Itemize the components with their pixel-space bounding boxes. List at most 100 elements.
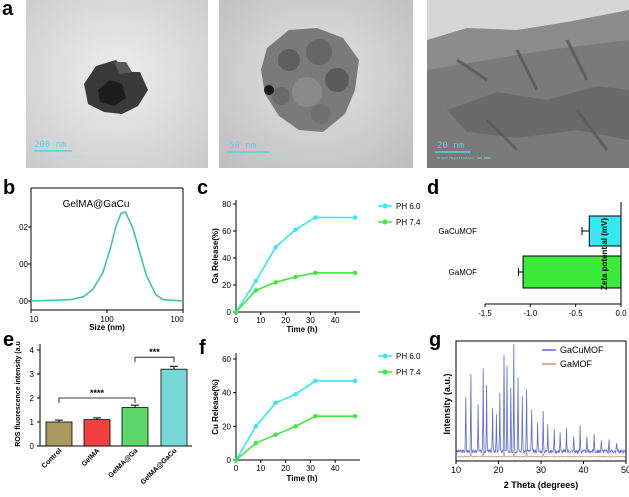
legend-marker [382,219,388,225]
y-tick-label: 0 [30,442,35,451]
chart-f-ticks: 0 10 20 30 40 0 20 40 60 [222,355,340,473]
data-point [352,378,358,384]
chart-d-ylabel: Zeta potential (mV) [600,218,609,290]
scale-bar-label: 20 nm [437,141,464,151]
series-line-ph-7-4 [235,272,355,313]
scale-bar-label: 50 nm [229,141,256,151]
x-tick-label: -1.0 [523,309,537,318]
chart-g-frame [455,340,627,462]
significance-bracket [58,397,136,403]
chart-f-plot [233,378,358,463]
chart-f-ylabel: Cu Release(%) [211,379,220,435]
chart-d-zeta-potential: GaCuMOF GaMOF -1.5 -1.0 -0.5 0.0 Zeta potenti… [435,196,629,326]
panel-label-e: e [3,329,15,351]
chart-f-xlabel: Time (h) [287,474,318,483]
y-tick-label: 40 [222,254,231,263]
data-point [293,424,298,429]
chart-c-xlabel: Time (h) [287,325,318,334]
chart-g-plot: 10 20 30 40 50 [451,344,629,475]
data-point [313,378,318,384]
series-line-ph-6-0 [235,380,355,461]
y-tick-label: 60 [222,227,231,236]
x-tick-label: 30 [306,316,315,325]
tem-caption: Direct Magnification: 500,000x [437,156,491,160]
y-tick-label: 20 [222,422,231,431]
chart-c-plot [233,215,358,315]
scale-bar-label: 200 nm [34,140,67,150]
panel-label-a: a [2,0,14,20]
chart-b-size-distribution: 10 100 100 00 00 02 GelMA@GaCu Size (nm) [0,180,195,332]
data-point [313,215,318,220]
series-line-ph-7-4 [235,415,355,461]
x-category-label: GelMA@GaCu [140,447,179,486]
panel-label-d: d [427,177,440,199]
legend-label: GaMOF [560,359,593,369]
x-tick-label: 10 [256,464,265,473]
tem-image-3: 20 nm Direct Magnification: 500,000x [427,0,629,168]
legend-label: PH 7.4 [396,218,421,227]
data-point [352,270,358,276]
y-tick-label: 1 [30,418,35,427]
legend-label: PH 6.0 [396,202,421,211]
bar-gelma [83,419,111,447]
significance-label: **** [90,388,105,398]
tem-caption: Direct Magnification: 200,000x [229,156,283,160]
series-line-ph-6-0 [235,216,355,313]
y-tick-label: 0 [227,308,232,317]
data-point [293,274,298,280]
x-category-label: Control [41,447,64,470]
chart-g-xrd: 10 20 30 40 50 GaCuMOF GaMOF Intensity (a.u.… [440,338,629,497]
y-tick-label: 20 [222,281,231,290]
data-point [253,424,259,429]
legend-marker [382,369,388,375]
significance-label: *** [149,347,160,357]
bar-gamof [522,255,622,289]
x-category-label: GelMA@Ga [107,447,139,479]
legend-marker [382,353,388,359]
y-tick-label: 0 [227,456,232,465]
panel-label-c: c [197,177,209,199]
x-tick-label: 40 [331,316,340,325]
tem-caption: Direct Magnification: 40,000x [34,155,87,159]
x-tick-label: 40 [331,464,340,473]
y-tick-label: 2 [30,394,35,403]
x-tick-label: 20 [281,316,290,325]
bar-gelma-gacu [160,368,188,447]
x-tick-label: 20 [281,464,290,473]
data-point [313,414,318,419]
chart-g-ylabel: Intensity (a.u.) [442,373,452,434]
y-category-label: GaCuMOF [438,227,477,236]
legend-label: PH 6.0 [396,352,421,361]
tem-image-1: 200 nm Direct Magnification: 40,000x [26,0,208,168]
chart-g-xlabel: 2 Theta (degrees) [504,480,579,490]
chart-f-legend: PH 6.0 PH 7.4 [378,350,438,380]
data-point [273,245,278,250]
x-tick-label: 10 [256,316,265,325]
bar-gelma-ga [121,407,149,447]
data-point [313,270,318,276]
y-tick-label: 3 [30,370,35,379]
y-tick: 02 [19,223,28,232]
bar-control [45,421,73,447]
x-tick-label: 10 [451,465,461,475]
data-point [233,457,239,463]
y-category-label: GaMOF [449,268,478,277]
panel-label-g: g [429,329,442,351]
legend-marker [382,203,388,209]
significance-bracket [134,356,175,363]
chart-e-ros: 0 1 2 3 4 Control GelMA GelMA@Ga GelMA@GaCu **** *… [14,338,199,497]
y-tick: 00 [19,260,28,269]
legend-label: PH 7.4 [396,368,421,377]
x-tick-label: 20 [493,465,503,475]
x-tick: 100 [170,315,184,324]
chart-f-cu-release: 0 10 20 30 40 0 20 40 60 Time (h) Cu Release(%) [210,345,370,495]
size-distribution-line [30,211,184,302]
data-point [233,309,239,315]
data-point [273,280,278,285]
chart-b-title: GelMA@GaCu [63,199,130,210]
chart-e-ylabel: ROS fluorescence intensity (a.u [15,341,22,446]
panel-label-b: b [3,177,16,199]
data-point [293,227,298,232]
x-tick-label: 0 [234,464,239,473]
